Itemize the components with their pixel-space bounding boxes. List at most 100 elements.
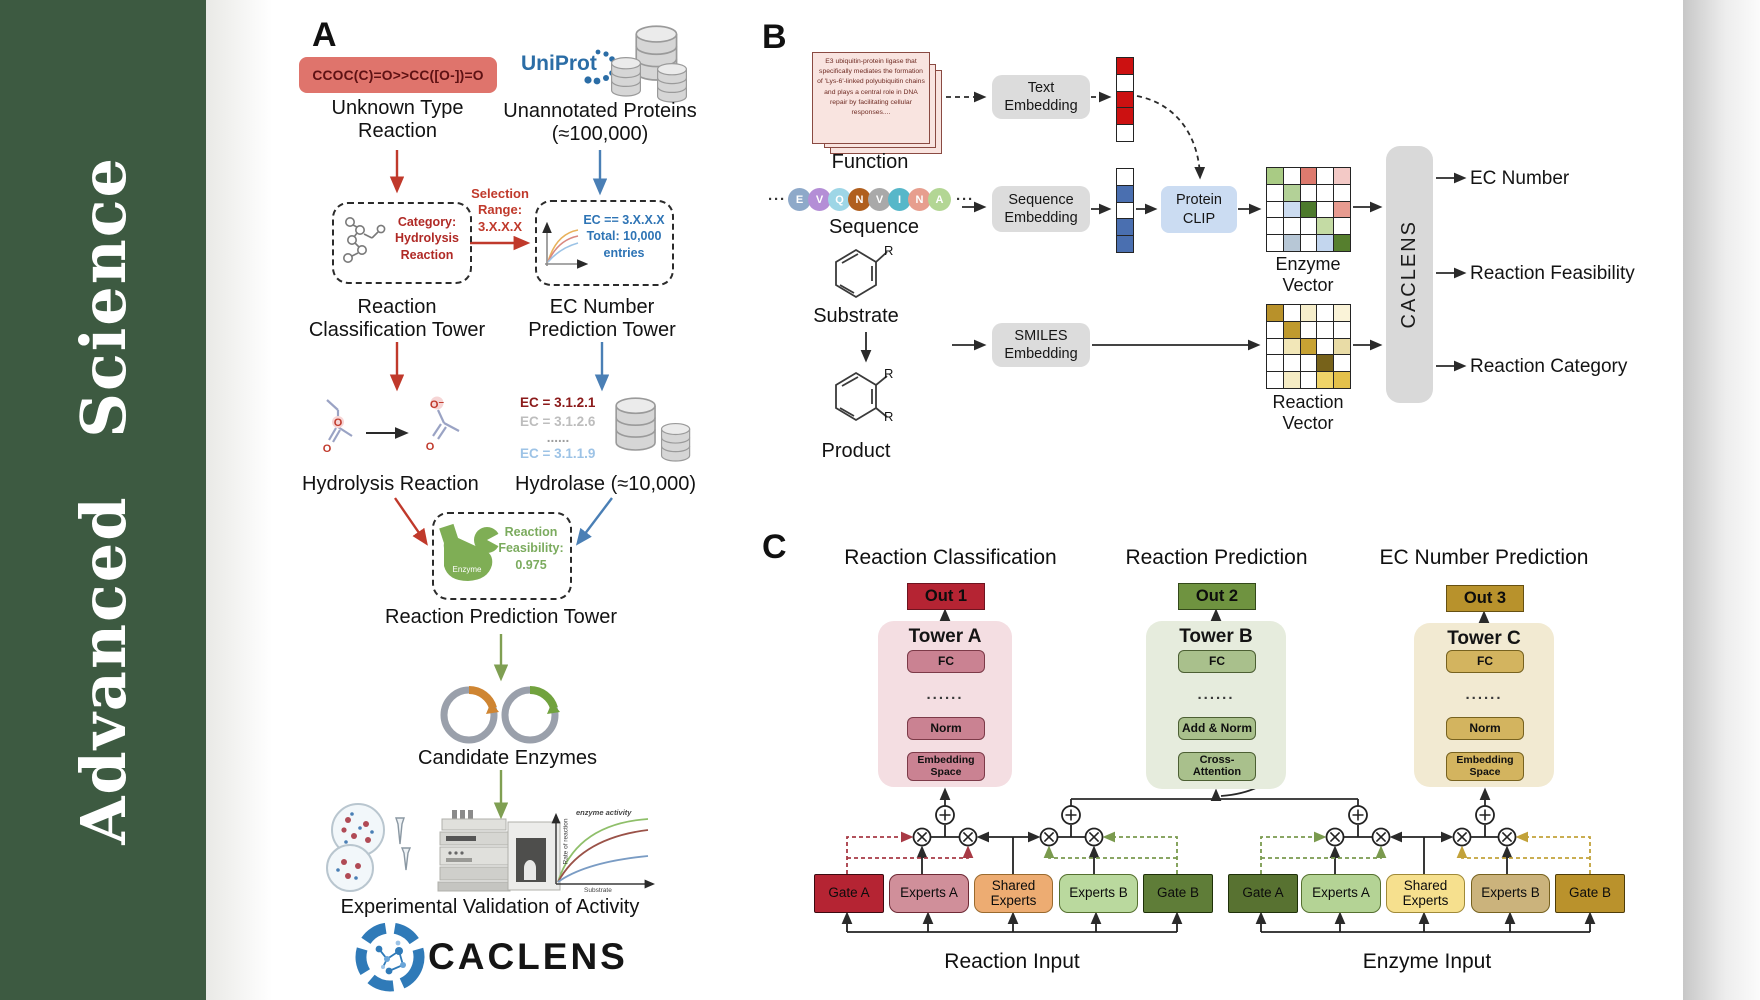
unannotated-proteins-label: Unannotated Proteins (≈100,000) xyxy=(503,100,697,146)
reaction-shared-experts-box: Shared Experts xyxy=(974,874,1053,913)
ec-number-prediction-tower-label: EC Number Prediction Tower xyxy=(528,296,676,342)
vector-cell xyxy=(1334,321,1350,338)
vector-cell xyxy=(1300,235,1317,251)
vector-cell xyxy=(1117,108,1133,125)
tower-b-add-norm: Add & Norm xyxy=(1178,717,1256,740)
function-card: E3 ubiquitin-protein ligase that specifi… xyxy=(812,52,930,144)
residue-circle: V xyxy=(808,188,831,211)
vector-cell xyxy=(1267,235,1283,251)
tower-c-dots: ...... xyxy=(1465,686,1503,703)
moe-operator-nodes xyxy=(912,805,1517,847)
vector-cell xyxy=(1117,91,1133,108)
panel-a-label: A xyxy=(312,16,337,54)
enzyme-activity-curve-label: enzyme activity xyxy=(576,808,632,817)
product-label: Product xyxy=(821,440,891,462)
ec-candidates-list: EC = 3.1.2.1 EC = 3.1.2.6 ...... EC = 3.… xyxy=(520,396,596,460)
reaction-classification-tower-label: Reaction Classification Tower xyxy=(308,296,486,342)
vector-cell xyxy=(1300,168,1317,184)
caclens-brand-text: CACLENS xyxy=(428,936,628,977)
enzyme-gate-b-box: Gate B xyxy=(1555,874,1625,913)
hydrolase-database-icon xyxy=(615,397,691,462)
reaction-vector-label: Reaction Vector xyxy=(1272,392,1344,433)
title-ec-number-prediction: EC Number Prediction xyxy=(1379,546,1589,569)
uniprot-logo: UniProt xyxy=(521,52,597,75)
reaction-prediction-box xyxy=(432,512,572,600)
reaction-feasibility-label: Reaction Feasibility: 0.975 xyxy=(498,525,564,572)
caclens-logo-icon xyxy=(355,922,425,992)
enzyme-blob-icon: Enzyme xyxy=(439,523,503,581)
ec-item-ellipsis: ...... xyxy=(546,430,570,445)
enzyme-shared-experts-box: Shared Experts xyxy=(1386,874,1465,913)
vector-cell xyxy=(1267,305,1283,321)
vector-cell xyxy=(1283,355,1300,372)
experimental-validation-label: Experimental Validation of Activity xyxy=(340,896,640,918)
text-embedding-vector xyxy=(1116,57,1134,142)
vector-cell xyxy=(1334,235,1350,251)
ec-item: EC = 3.1.2.6 xyxy=(520,413,596,429)
tower-b-cross-attention: Cross-Attention xyxy=(1178,752,1256,781)
vector-cell xyxy=(1317,355,1334,372)
tower-c-fc: FC xyxy=(1446,650,1524,673)
product-r-label-top: R xyxy=(884,366,894,381)
hplc-instrument-icon xyxy=(437,810,561,892)
enzyme-experts-b-box: Experts B xyxy=(1471,874,1550,913)
vector-cell xyxy=(1317,201,1334,218)
sequence-ellipsis-left: ··· xyxy=(768,191,786,208)
vector-cell xyxy=(1117,58,1133,74)
vector-cell xyxy=(1267,184,1283,201)
tower-b-name: Tower B xyxy=(1179,626,1253,647)
vector-cell xyxy=(1334,168,1350,184)
substrate-r-label: R xyxy=(884,243,894,258)
tower-a-name: Tower A xyxy=(908,626,982,647)
out1-box: Out 1 xyxy=(907,583,985,610)
residue-circle: A xyxy=(928,188,951,211)
vector-cell xyxy=(1267,338,1283,355)
sequence-embedding-box: Sequence Embedding xyxy=(992,186,1090,232)
page-edge-gradient xyxy=(1683,0,1760,1000)
vector-cell xyxy=(1334,305,1350,321)
residue-circle: Q xyxy=(828,188,851,211)
vector-cell xyxy=(1267,372,1283,388)
vector-cell xyxy=(1267,168,1283,184)
sequence-label: Sequence xyxy=(828,216,920,238)
category-hydrolysis-label: Category: Hydrolysis Reaction xyxy=(395,215,459,262)
vector-cell xyxy=(1300,372,1317,388)
tower-a-norm: Norm xyxy=(907,717,985,740)
vector-cell xyxy=(1334,338,1350,355)
residue-circle: N xyxy=(848,188,871,211)
journal-sidebar: Advanced Science xyxy=(0,0,206,1000)
substrate-label: Substrate xyxy=(813,305,899,327)
svg-text:O: O xyxy=(323,443,332,455)
title-reaction-classification: Reaction Classification xyxy=(844,546,1057,569)
enzyme-input-label: Enzyme Input xyxy=(1362,950,1492,973)
moe-reaction-wiring xyxy=(841,825,1183,933)
vector-cell xyxy=(1117,202,1133,219)
vector-cell xyxy=(1317,184,1334,201)
vector-cell xyxy=(1300,201,1317,218)
text-embedding-box: Text Embedding xyxy=(992,75,1090,119)
out2-box: Out 2 xyxy=(1178,583,1256,610)
reaction-vector-matrix xyxy=(1266,304,1351,389)
svg-text:O: O xyxy=(334,417,343,429)
vector-cell xyxy=(1283,201,1300,218)
unknown-reaction-label: Unknown Type Reaction xyxy=(331,97,464,143)
tower-c-embedding-space: Embedding Space xyxy=(1446,752,1524,781)
vector-cell xyxy=(1334,355,1350,372)
reaction-gate-b-box: Gate B xyxy=(1143,874,1213,913)
ec-curves-icon xyxy=(542,221,589,269)
smiles-embedding-box: SMILES Embedding xyxy=(992,323,1090,367)
reaction-classification-box xyxy=(332,202,472,284)
function-label: Function xyxy=(831,151,909,173)
hydrolase-label: Hydrolase (≈10,000) xyxy=(515,473,697,495)
moe-enzyme-wiring xyxy=(1255,825,1596,933)
sequence-embedding-vector xyxy=(1116,168,1134,253)
plot-xlabel: Substrate xyxy=(584,887,612,894)
svg-text:Enzyme: Enzyme xyxy=(453,565,482,574)
enzyme-experts-a-box: Experts A xyxy=(1301,874,1381,913)
vector-cell xyxy=(1267,321,1283,338)
protein-clip-box: Protein CLIP xyxy=(1161,186,1237,233)
vector-cell xyxy=(1300,338,1317,355)
tower-a-dots: ...... xyxy=(926,686,964,703)
